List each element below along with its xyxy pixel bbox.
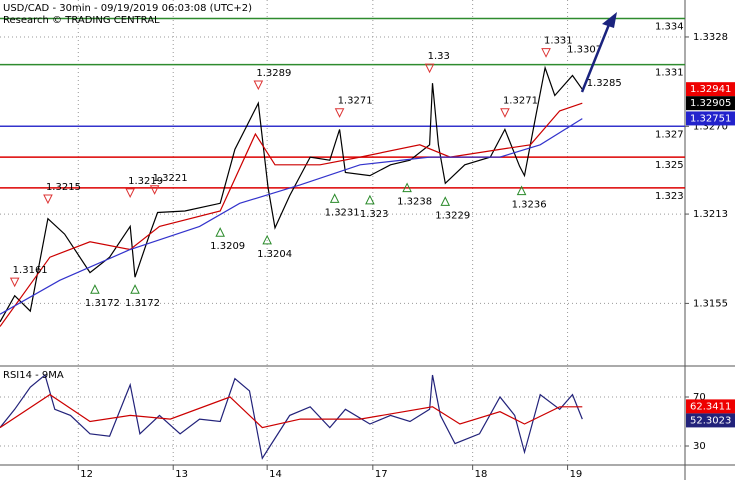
price-tag-label: 1.32941 bbox=[690, 84, 731, 95]
annotation-label: 1.3307 bbox=[567, 44, 602, 55]
annotation-label: 1.3238 bbox=[397, 197, 432, 208]
y-tick-label: 1.3270 bbox=[693, 121, 728, 132]
price-tag-label: 52.3023 bbox=[690, 415, 731, 426]
price-tag bbox=[686, 111, 735, 126]
resistance-marker bbox=[43, 194, 53, 205]
y-tick-label: 1.3328 bbox=[693, 32, 728, 43]
projection-arrow bbox=[580, 21, 612, 93]
chart-subtitle: Research © TRADING CENTRAL bbox=[3, 15, 160, 26]
support-marker bbox=[215, 227, 225, 237]
price-tag-label: 62.3411 bbox=[690, 401, 731, 412]
chart-title: USD/CAD - 30min - 09/19/2019 06:03:08 (U… bbox=[3, 3, 252, 14]
resistance-marker bbox=[125, 188, 135, 198]
series-line bbox=[0, 102, 583, 327]
price-tag bbox=[686, 399, 735, 414]
price-tag bbox=[686, 96, 735, 111]
resistance-marker bbox=[424, 63, 435, 74]
annotation-label: 1.3229 bbox=[435, 210, 470, 221]
x-tick-label: 17 bbox=[375, 469, 388, 480]
series-line bbox=[0, 118, 583, 315]
x-tick-label: 14 bbox=[269, 469, 282, 480]
annotation-label: 1.3285 bbox=[587, 78, 622, 89]
support-marker bbox=[262, 234, 272, 245]
annotation-label: 1.331 bbox=[544, 36, 573, 47]
annotation-label: 1.3289 bbox=[256, 68, 291, 79]
rsi-title: RSI14 - 9MA bbox=[3, 370, 64, 381]
annotation-label: 1.3271 bbox=[503, 96, 538, 107]
annotation-label: 1.33 bbox=[428, 51, 450, 62]
price-tag-label: 1.32905 bbox=[690, 98, 731, 109]
level-label: 1.323 bbox=[655, 191, 684, 202]
annotation-label: 1.3204 bbox=[257, 249, 292, 260]
price-tag bbox=[686, 413, 735, 428]
level-label: 1.334 bbox=[655, 21, 684, 32]
y-tick-label: 70 bbox=[693, 392, 706, 403]
resistance-marker bbox=[9, 277, 20, 288]
support-marker bbox=[130, 284, 140, 294]
resistance-marker bbox=[253, 80, 264, 91]
annotation-label: 1.3271 bbox=[338, 96, 373, 107]
price-tag bbox=[686, 82, 735, 97]
annotation-label: 1.3231 bbox=[325, 207, 360, 218]
support-marker bbox=[402, 182, 412, 193]
y-tick-label: 1.3213 bbox=[693, 209, 728, 220]
support-marker bbox=[90, 284, 100, 294]
annotation-label: 1.3209 bbox=[210, 241, 245, 252]
annotation-label: 1.3215 bbox=[46, 182, 81, 193]
level-label: 1.331 bbox=[655, 68, 684, 79]
series-line bbox=[0, 393, 583, 429]
resistance-marker bbox=[149, 185, 160, 195]
annotation-label: 1.323 bbox=[360, 209, 389, 220]
x-tick-label: 19 bbox=[570, 469, 583, 480]
resistance-marker bbox=[334, 108, 345, 118]
level-label: 1.325 bbox=[655, 160, 684, 171]
annotation-label: 1.3161 bbox=[13, 265, 48, 276]
support-marker bbox=[440, 196, 451, 206]
annotation-label: 1.3221 bbox=[153, 173, 188, 184]
support-marker bbox=[365, 194, 375, 205]
y-tick-label: 1.3155 bbox=[693, 298, 728, 309]
x-tick-label: 18 bbox=[475, 469, 488, 480]
annotation-label: 1.3236 bbox=[512, 200, 547, 211]
series-line bbox=[0, 373, 583, 460]
annotation-label: 1.3172 bbox=[85, 298, 120, 309]
annotation-label: 1.3172 bbox=[125, 298, 160, 309]
support-marker bbox=[329, 193, 340, 203]
resistance-marker bbox=[541, 48, 551, 58]
x-tick-label: 12 bbox=[80, 469, 93, 480]
annotation-label: 1.3219 bbox=[128, 176, 163, 187]
level-label: 1.327 bbox=[655, 129, 684, 140]
price-tag-label: 1.32751 bbox=[690, 113, 731, 124]
resistance-marker bbox=[500, 108, 510, 118]
y-tick-label: 30 bbox=[693, 441, 706, 452]
x-tick-label: 13 bbox=[175, 469, 188, 480]
projection-arrowhead bbox=[602, 12, 617, 28]
support-marker bbox=[516, 185, 527, 196]
